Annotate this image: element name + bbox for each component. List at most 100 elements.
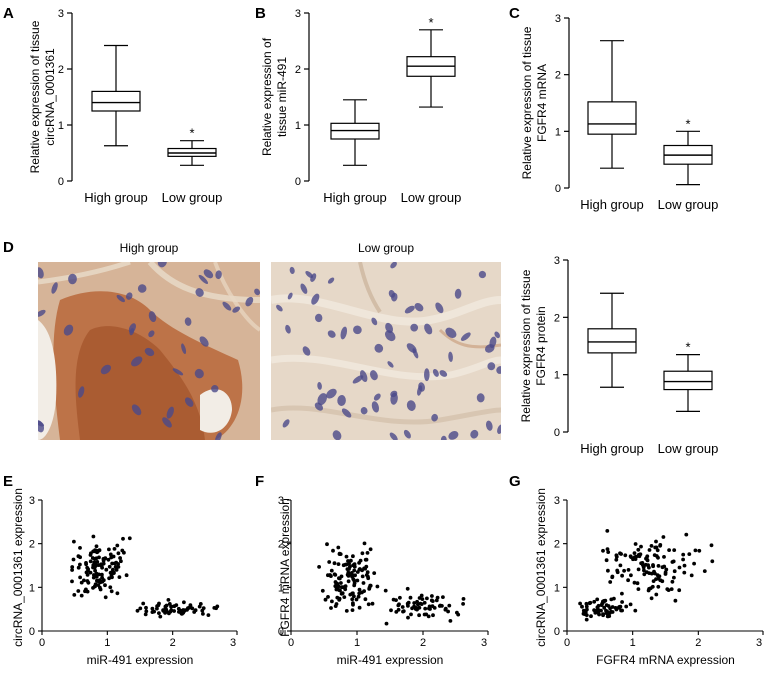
cell-nucleus <box>489 336 497 348</box>
cell-nucleus <box>314 313 323 323</box>
cell-nucleus <box>125 292 133 300</box>
scatter-point <box>362 589 366 593</box>
scatter-point <box>156 603 161 608</box>
x-axis-label: miR-491 expression <box>87 653 194 667</box>
y-tick-label: 2 <box>555 70 561 82</box>
scatter-point <box>583 612 588 617</box>
scatter-point <box>357 605 362 610</box>
cell-nucleus <box>476 393 485 403</box>
scatter-point <box>606 568 610 573</box>
scatter-point <box>636 553 641 557</box>
scatter-point <box>182 600 186 605</box>
cell-nucleus <box>431 413 438 422</box>
scatter-point <box>639 544 643 549</box>
scatter-point <box>409 612 413 617</box>
photo-low-fiber <box>358 262 382 314</box>
y-axis-label: circRNA_0001361 <box>43 48 57 146</box>
x-category-label: High group <box>580 197 644 212</box>
scatter-point <box>85 579 90 583</box>
scatter-point <box>352 581 357 586</box>
scatter-point <box>446 609 450 614</box>
cell-nucleus <box>332 430 342 440</box>
panel-letter-f: F <box>255 473 264 490</box>
scatter-point <box>91 586 95 590</box>
cell-nucleus <box>245 296 254 307</box>
scatter-point <box>107 576 111 581</box>
scatter-point <box>183 608 188 612</box>
scatter-point <box>116 565 121 569</box>
scatter-point <box>397 602 401 607</box>
scatter-point <box>372 571 377 575</box>
box-high-group <box>587 292 637 388</box>
scatter-point <box>342 595 347 599</box>
scatter-point <box>143 612 148 617</box>
y-tick-label: 3 <box>278 495 284 507</box>
scatter-point <box>100 572 104 577</box>
y-tick-label: 2 <box>278 539 284 551</box>
scatter-point <box>200 608 205 613</box>
cell-nucleus <box>387 361 394 368</box>
cell-nucleus <box>128 323 136 333</box>
y-tick-label: 2 <box>554 312 560 324</box>
cell-nucleus <box>352 375 364 384</box>
box-low-group <box>663 130 713 186</box>
scatter-point <box>98 585 102 590</box>
scatter-point <box>614 557 619 562</box>
cell-nucleus <box>341 408 352 418</box>
significance-marker: * <box>189 126 194 141</box>
photo-title-low-group: Low group <box>358 241 414 255</box>
cell-nucleus <box>385 322 394 334</box>
scatter-point <box>360 574 365 579</box>
scatter-point <box>584 604 589 609</box>
cell-nucleus <box>68 273 77 285</box>
scatter-point <box>601 599 605 604</box>
cell-nucleus <box>172 368 184 376</box>
scatter-point <box>673 598 678 603</box>
scatter-point <box>93 560 98 565</box>
scatter-point <box>329 574 333 578</box>
scatter-point <box>94 563 98 568</box>
scatter-point <box>94 571 99 576</box>
cell-nucleus <box>215 432 222 440</box>
scatter-point <box>348 592 353 597</box>
scatter-point <box>423 606 428 611</box>
scatter-point <box>578 601 582 606</box>
cell-nucleus <box>424 368 430 382</box>
scatter-point <box>365 551 370 555</box>
scatter-point <box>640 561 645 565</box>
scatter-point <box>443 607 448 612</box>
scatter-point <box>91 575 96 580</box>
scatter-point <box>99 562 104 567</box>
panel-letter-a: A <box>3 5 14 22</box>
scatter-point <box>340 591 345 596</box>
scatter-point <box>352 562 357 566</box>
scatter-point <box>70 579 74 584</box>
scatter-point <box>351 554 355 559</box>
y-tick-label: 0 <box>295 176 301 188</box>
x-axis-label: miR-491 expression <box>337 653 444 667</box>
scatter-point <box>645 554 650 559</box>
cell-nucleus <box>470 429 479 439</box>
scatter-point <box>647 565 651 570</box>
scatter-point <box>127 536 132 541</box>
cell-nucleus <box>137 284 147 293</box>
y-tick-label: 1 <box>554 582 560 594</box>
scatter-point <box>455 610 459 615</box>
cell-nucleus <box>38 267 44 279</box>
y-axis-label: Relative expression of tissue <box>519 269 533 422</box>
cell-nucleus <box>390 262 397 269</box>
cell-nucleus <box>371 317 378 326</box>
box-low-group <box>406 29 456 108</box>
scatter-point <box>656 564 661 568</box>
scatter-point <box>425 596 429 601</box>
scatter-point <box>344 554 349 559</box>
cell-nucleus <box>440 435 447 440</box>
scatter-point <box>610 575 615 580</box>
scatter-point <box>606 550 611 554</box>
scatter-point <box>107 547 111 552</box>
scatter-point <box>335 581 340 586</box>
scatter-point <box>187 605 192 610</box>
y-axis-label: FGFR4 mRNA expression <box>278 498 292 637</box>
scatter-point <box>429 598 434 603</box>
cell-nucleus <box>326 388 337 399</box>
